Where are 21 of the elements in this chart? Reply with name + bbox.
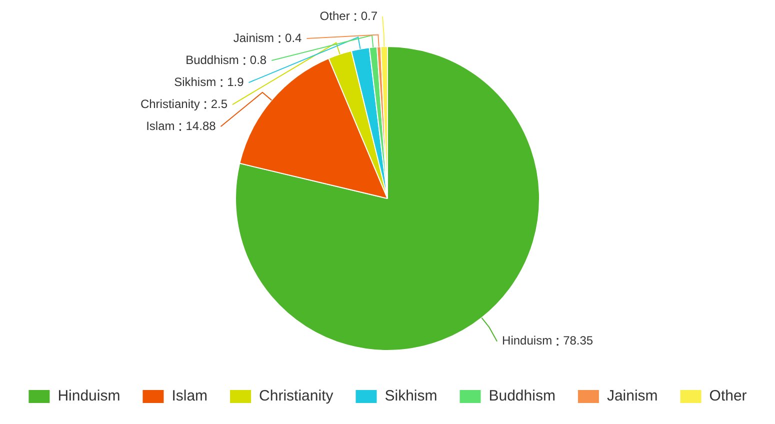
category-label: Christianity	[140, 96, 200, 111]
legend-label: Christianity	[259, 388, 334, 405]
legend-label: Buddhism	[488, 388, 556, 405]
slice-label: Hinduism	[502, 334, 552, 348]
data-label: 0.7	[360, 8, 378, 23]
legend-label: Sikhism	[384, 388, 438, 405]
category-label: Sikhism	[174, 74, 216, 89]
data-label: 14.88	[186, 118, 216, 133]
legend-label: Hinduism	[58, 388, 120, 405]
data-label: 0.4	[285, 30, 302, 45]
legend-label: Other	[709, 388, 747, 405]
data-label: 1.9	[227, 74, 244, 89]
category-label: Jainism	[233, 30, 274, 45]
category-label: Other	[320, 8, 350, 23]
data-label: 78.35	[563, 334, 594, 348]
data-label: 2.5	[210, 96, 228, 111]
category-label: Islam	[146, 118, 175, 133]
category-label: Buddhism	[186, 52, 239, 67]
legend-label: Jainism	[606, 388, 658, 405]
data-label: 0.8	[250, 52, 267, 67]
legend-label: Islam	[172, 388, 208, 405]
